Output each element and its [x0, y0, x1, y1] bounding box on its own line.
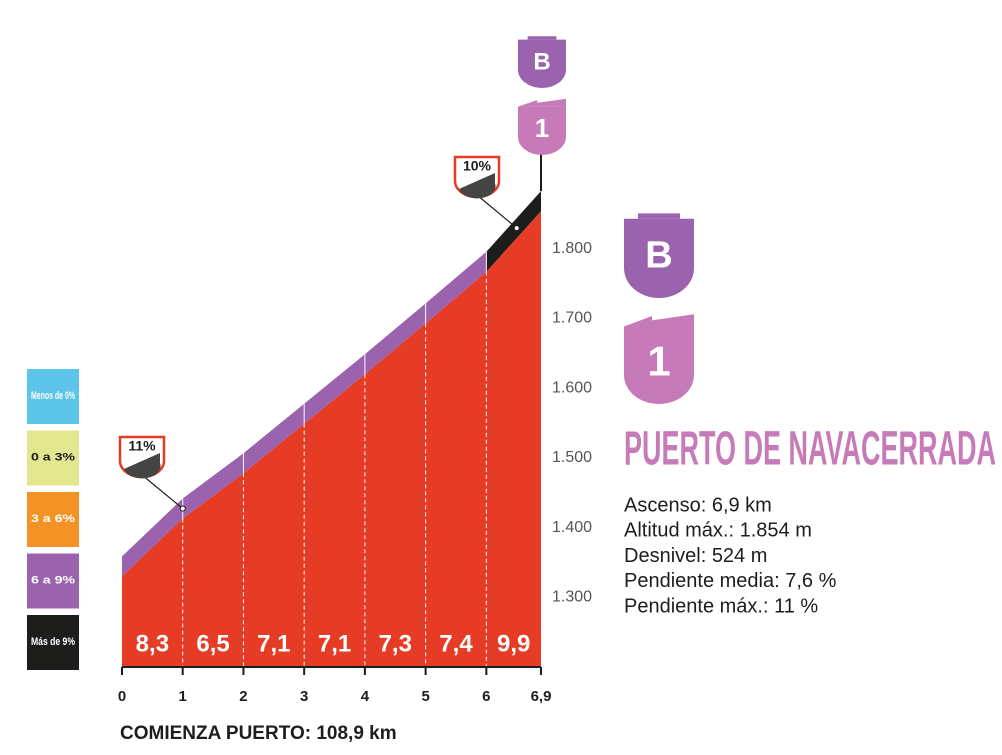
legend-label: Menos de 0% — [31, 390, 75, 402]
gradient-band — [304, 354, 365, 424]
y-tick-label: 1.800 — [552, 240, 592, 257]
y-tick-label: 1.500 — [552, 449, 592, 466]
annotation: 10% — [453, 155, 520, 232]
annotation-slope — [459, 173, 496, 199]
badge: B — [518, 36, 566, 88]
x-tick-label: 3 — [300, 688, 308, 705]
legend-label: 6 a 9% — [31, 574, 75, 586]
annotation-dot — [179, 505, 186, 512]
gradient-band — [122, 498, 183, 577]
annotation-leader — [141, 474, 184, 509]
badge-shape — [518, 39, 566, 88]
x-tick-label: 1 — [179, 688, 187, 705]
gradient-band — [425, 251, 487, 324]
legend-swatch — [27, 615, 79, 670]
y-tick-label: 1.400 — [552, 519, 592, 536]
badge-cap — [638, 213, 680, 219]
y-tick-label: 1.300 — [552, 589, 592, 606]
y-tick-label: 1.700 — [552, 310, 592, 327]
badge-text: 1 — [647, 337, 670, 384]
gradient-band — [486, 191, 541, 272]
legend-label: 3 a 6% — [31, 513, 75, 525]
x-tick-label: 4 — [361, 688, 370, 705]
x-tick-label: 6 — [482, 688, 490, 705]
x-tick-label: 2 — [239, 688, 247, 705]
gradient-band — [182, 453, 244, 519]
badge-text: B — [645, 235, 672, 277]
badge-shape — [624, 326, 694, 404]
badge-shape — [624, 218, 694, 298]
badge: B — [624, 213, 694, 298]
annotation: 11% — [118, 435, 186, 512]
x-tick-label: 6,9 — [531, 688, 552, 705]
badge: 1 — [518, 98, 566, 156]
badge: 1 — [624, 314, 694, 404]
title: PUERTO DE NAVACERRADA — [624, 423, 996, 476]
info-line: Pendiente media: 7,6 % — [624, 570, 837, 592]
legend-swatch — [27, 553, 79, 609]
x-tick-label: 0 — [118, 688, 126, 705]
info-line: Altitud máx.: 1.854 m — [624, 520, 812, 542]
legend-label: 0 a 3% — [31, 451, 75, 463]
gradient-label: 7,3 — [379, 630, 412, 657]
gradient-band — [243, 403, 305, 474]
gradient-label: 6,5 — [196, 630, 229, 657]
annotation-slope — [124, 453, 161, 479]
legend-label: Más de 9% — [31, 636, 75, 648]
profile-area — [122, 211, 541, 667]
gradient-label: 9,9 — [497, 630, 530, 657]
annotation-dot — [513, 225, 520, 232]
gradient-label: 7,1 — [318, 630, 351, 657]
gradient-band — [364, 303, 426, 375]
gradient-label: 7,4 — [439, 630, 473, 657]
badge-text: B — [533, 49, 550, 76]
badge-cap — [527, 36, 557, 40]
legend-swatch — [27, 369, 79, 424]
badge-cap — [518, 98, 566, 107]
badge-text: 1 — [535, 113, 549, 143]
legend-swatch — [27, 492, 79, 547]
info-line: Desnivel: 524 m — [624, 545, 767, 567]
info-line: Pendiente máx.: 11 % — [624, 595, 818, 617]
annotation-leader — [476, 194, 518, 229]
badge-cap — [624, 314, 694, 327]
x-note: COMIENZA PUERTO: 108,9 km — [120, 723, 397, 744]
y-tick-label: 1.600 — [552, 379, 592, 396]
annotation-text: 10% — [463, 158, 492, 174]
gradient-label: 7,1 — [257, 630, 290, 657]
x-tick-label: 5 — [421, 688, 429, 705]
info-line: Ascenso: 6,9 km — [624, 494, 772, 516]
legend-swatch — [27, 430, 79, 486]
badge-shape — [518, 106, 566, 156]
annotation-text: 11% — [128, 438, 156, 454]
gradient-label: 8,3 — [136, 630, 169, 657]
